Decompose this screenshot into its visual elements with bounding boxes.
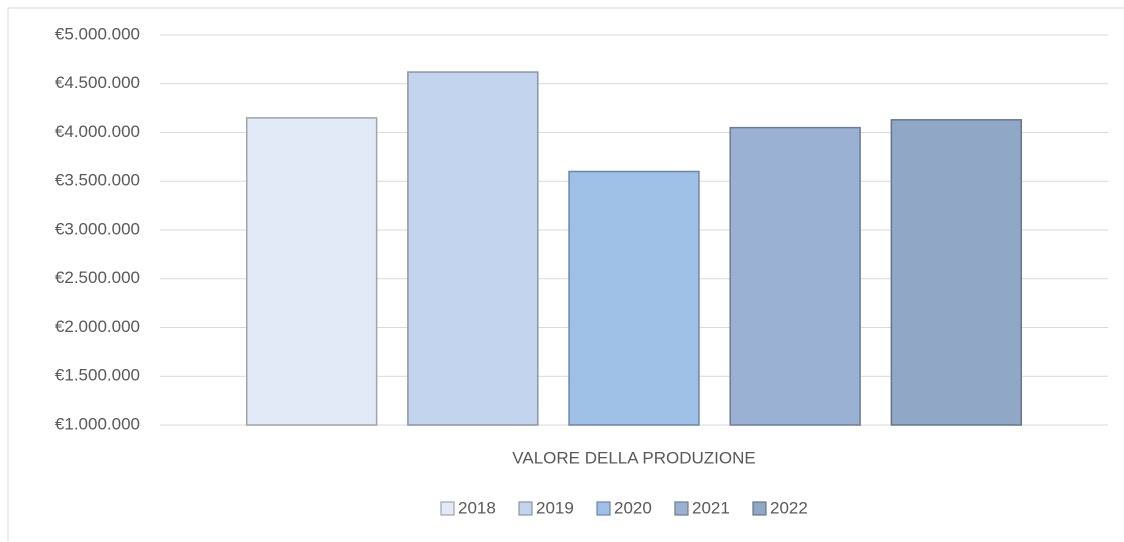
- legend-label: 2019: [536, 498, 574, 517]
- legend-label: 2022: [770, 498, 808, 517]
- y-tick-label: €3.000.000: [55, 219, 140, 238]
- x-tick-label: VALORE DELLA PRODUZIONE: [512, 448, 755, 467]
- legend-swatch: [518, 501, 533, 516]
- bar: [568, 170, 700, 426]
- y-tick-label: €3.500.000: [55, 171, 140, 190]
- legend-label: 2018: [458, 498, 496, 517]
- y-tick-label: €2.500.000: [55, 268, 140, 287]
- bar: [890, 119, 1023, 426]
- legend-label: 2020: [614, 498, 652, 517]
- legend-swatch: [674, 501, 689, 516]
- y-tick-label: €1.000.000: [55, 414, 140, 433]
- y-tick-label: €2.000.000: [55, 317, 140, 336]
- bar: [245, 117, 378, 426]
- bar: [729, 126, 861, 426]
- chart-frame: [7, 7, 1124, 542]
- legend-swatch: [440, 501, 455, 516]
- y-tick-label: €4.000.000: [55, 122, 140, 141]
- legend-swatch: [752, 501, 767, 516]
- y-tick-label: €5.000.000: [55, 24, 140, 43]
- legend-swatch: [596, 501, 611, 516]
- legend-label: 2021: [692, 498, 730, 517]
- y-tick-label: €1.500.000: [55, 366, 140, 385]
- y-tick-label: €4.500.000: [55, 73, 140, 92]
- bar: [407, 71, 539, 426]
